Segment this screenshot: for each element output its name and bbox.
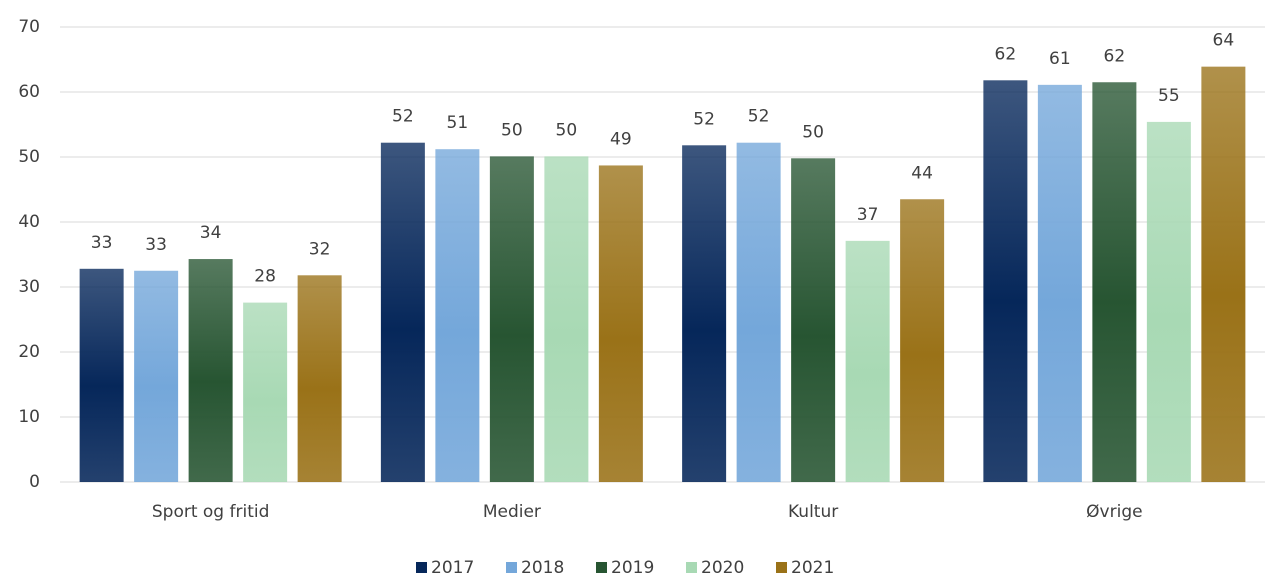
bar (1092, 82, 1137, 482)
y-tick-label: 30 (18, 277, 40, 297)
bar (1146, 121, 1191, 483)
legend-swatch (506, 562, 517, 573)
bar (243, 302, 288, 482)
legend-label: 2017 (431, 558, 474, 576)
legend-label: 2020 (701, 558, 744, 576)
data-label: 50 (556, 120, 578, 140)
legend-swatch (776, 562, 787, 573)
bar (736, 142, 781, 482)
data-label: 62 (995, 44, 1017, 64)
x-tick-label: Medier (483, 502, 541, 522)
y-tick-label: 50 (18, 147, 40, 167)
y-tick-label: 70 (18, 17, 40, 37)
bar (598, 165, 643, 482)
data-label: 44 (911, 163, 933, 183)
data-label: 49 (610, 129, 632, 149)
data-label: 33 (91, 233, 113, 253)
bar (682, 145, 727, 483)
data-label: 50 (501, 120, 523, 140)
bar (791, 158, 836, 483)
y-tick-label: 40 (18, 212, 40, 232)
data-label: 34 (200, 223, 222, 243)
y-tick-label: 20 (18, 342, 40, 362)
data-label: 28 (254, 267, 276, 287)
data-label: 32 (309, 239, 331, 259)
x-tick-label: Kultur (788, 502, 838, 522)
legend-swatch (686, 562, 697, 573)
y-tick-label: 10 (18, 407, 40, 427)
x-tick-label: Sport og fritid (152, 502, 270, 522)
data-label: 52 (748, 107, 770, 127)
bar (900, 199, 945, 482)
data-label: 51 (447, 113, 469, 133)
bar (297, 275, 342, 482)
bar (79, 268, 124, 482)
legend-swatch (416, 562, 427, 573)
bar (188, 259, 233, 482)
legend-label: 2019 (611, 558, 654, 576)
x-tick-label: Øvrige (1086, 502, 1142, 522)
y-tick-label: 60 (18, 82, 40, 102)
bar (983, 80, 1028, 483)
data-label: 61 (1049, 49, 1071, 69)
data-label: 52 (693, 109, 715, 129)
legend-swatch (596, 562, 607, 573)
bar (380, 142, 425, 482)
bar (435, 149, 480, 482)
data-label: 37 (857, 205, 879, 225)
bar (845, 240, 890, 482)
bar (544, 156, 589, 482)
data-label: 62 (1104, 46, 1126, 66)
bar (1037, 84, 1082, 482)
bar (489, 156, 534, 482)
data-label: 50 (802, 122, 824, 142)
data-label: 64 (1213, 31, 1235, 51)
legend-label: 2021 (791, 558, 834, 576)
data-label: 55 (1158, 86, 1180, 106)
bar (134, 270, 179, 482)
data-label: 52 (392, 107, 414, 127)
y-tick-label: 0 (29, 472, 40, 492)
bar (1201, 66, 1246, 483)
data-label: 33 (145, 235, 167, 255)
legend-label: 2018 (521, 558, 564, 576)
